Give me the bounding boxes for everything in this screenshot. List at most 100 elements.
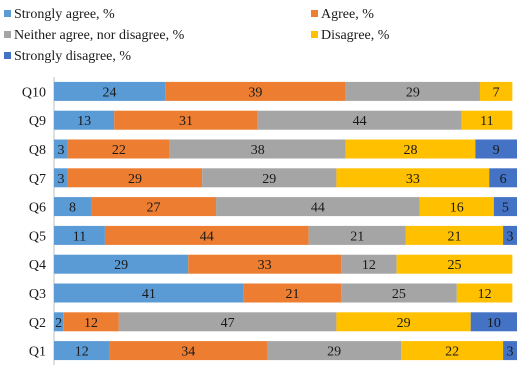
bar-segment <box>341 254 397 274</box>
data-label: 28 <box>404 143 418 158</box>
legend-item: Agree, % <box>311 7 374 22</box>
data-label: 44 <box>200 229 214 244</box>
bar-segment <box>336 168 490 188</box>
data-label: 29 <box>406 85 420 100</box>
category-label: Q2 <box>29 316 46 331</box>
data-label: 3 <box>507 345 514 360</box>
data-label: 21 <box>447 229 461 244</box>
data-label: 8 <box>69 201 76 216</box>
data-label: 29 <box>128 172 142 187</box>
category-label: Q8 <box>29 143 46 158</box>
category-label: Q7 <box>29 172 46 187</box>
bar-segment <box>104 225 309 245</box>
data-label: 11 <box>73 229 86 244</box>
data-label: 22 <box>445 345 459 360</box>
category-label: Q5 <box>29 229 46 244</box>
data-label: 12 <box>362 258 376 273</box>
bar-segment <box>54 225 105 245</box>
data-label: 33 <box>258 258 272 273</box>
data-label: 5 <box>502 201 509 216</box>
legend-label: Strongly agree, % <box>14 7 115 22</box>
bar-segment <box>401 341 504 361</box>
data-label: 21 <box>285 287 299 302</box>
data-label: 41 <box>142 287 156 302</box>
bar-segment <box>493 197 517 217</box>
category-label: Q3 <box>29 287 46 302</box>
bar-segment <box>419 197 494 217</box>
data-label: 12 <box>478 287 492 302</box>
data-label: 44 <box>311 201 325 216</box>
bar-segment <box>54 197 92 217</box>
data-label: 3 <box>57 143 64 158</box>
bar-segment <box>169 139 346 159</box>
data-label: 25 <box>447 258 461 273</box>
legend-item: Strongly agree, % <box>4 7 115 22</box>
data-label: 25 <box>392 287 406 302</box>
data-label: 7 <box>493 85 500 100</box>
legend-item: Neither agree, nor disagree, % <box>4 28 185 43</box>
data-label: 12 <box>84 316 98 331</box>
data-label: 29 <box>262 172 276 187</box>
bar-segment <box>396 254 513 274</box>
data-label: 33 <box>406 172 420 187</box>
bar-segment <box>202 168 337 188</box>
bar-segment <box>91 197 217 217</box>
legend-label: Disagree, % <box>321 28 390 43</box>
data-label: 38 <box>251 143 265 158</box>
bar-segment <box>243 283 342 303</box>
data-label: 34 <box>181 345 195 360</box>
bar-segment <box>336 312 471 332</box>
bar-segment <box>63 312 119 332</box>
legend-swatch <box>4 10 11 17</box>
bar-segment <box>216 197 420 217</box>
bar-segment <box>54 283 244 303</box>
data-label: 29 <box>327 345 341 360</box>
bar-segment <box>54 110 115 130</box>
bar-segment <box>456 283 513 303</box>
bar-segment <box>345 139 476 159</box>
legend: Strongly agree, % Agree, % Neither agree, … <box>4 7 390 64</box>
data-label: 22 <box>112 143 126 158</box>
bar-segment <box>341 283 457 303</box>
category-label: Q10 <box>22 85 46 100</box>
data-label: 12 <box>75 345 89 360</box>
bar-segment <box>345 81 480 101</box>
legend-label: Neither agree, nor disagree, % <box>14 28 185 43</box>
legend-label: Agree, % <box>321 7 374 22</box>
bar-segment <box>54 254 189 274</box>
data-label: 44 <box>353 114 367 129</box>
bar-segment <box>266 341 402 361</box>
legend-swatch <box>311 10 318 17</box>
data-label: 16 <box>450 201 464 216</box>
data-label: 24 <box>103 85 117 100</box>
data-label: 11 <box>480 114 493 129</box>
legend-item: Strongly disagree, % <box>4 49 131 64</box>
data-label: 47 <box>221 316 235 331</box>
category-label: Q6 <box>29 201 46 216</box>
category-label: Q9 <box>29 114 46 129</box>
bar-segment <box>165 81 346 101</box>
data-label: 13 <box>77 114 91 129</box>
bar-segment <box>54 341 110 361</box>
legend-item: Disagree, % <box>311 28 390 43</box>
y-axis: Q10 Q9 Q8 Q7 Q6 Q5 Q4 Q3 Q2 Q1 <box>22 77 55 365</box>
bar-segment <box>405 225 504 245</box>
bar-segment <box>54 139 68 159</box>
bar-segment <box>503 341 517 361</box>
bars: 24 39 29 713 31 44 113 22 38 28 93 29 29 33 68 27 44 16 51… <box>54 81 517 361</box>
category-label: Q1 <box>29 345 46 360</box>
category-label: Q4 <box>29 258 46 273</box>
legend-swatch <box>311 31 318 38</box>
data-label: 3 <box>507 229 514 244</box>
bar-segment <box>54 312 64 332</box>
data-label: 9 <box>493 143 500 158</box>
data-label: 29 <box>114 258 128 273</box>
bar-segment <box>109 341 267 361</box>
data-label: 6 <box>500 172 507 187</box>
bar-segment <box>475 139 517 159</box>
bar-segment <box>479 81 513 101</box>
bar-segment <box>470 312 517 332</box>
bar-segment <box>308 225 406 245</box>
bar-segment <box>67 168 203 188</box>
